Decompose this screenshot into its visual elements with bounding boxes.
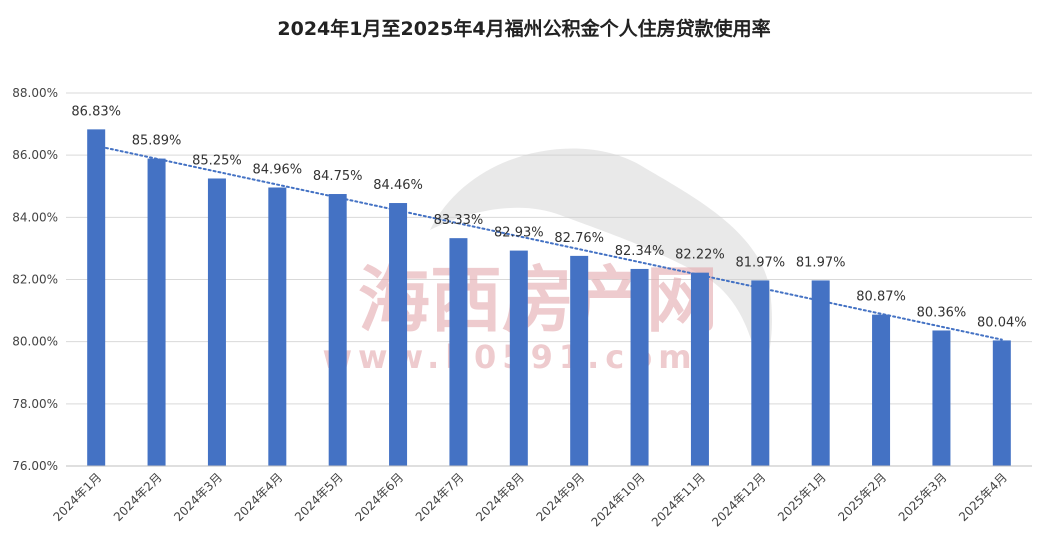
- data-label: 80.87%: [856, 290, 906, 305]
- data-label: 81.97%: [796, 255, 846, 270]
- data-label: 82.34%: [615, 244, 665, 259]
- bar: [328, 194, 347, 467]
- y-tick-label: 76.00%: [12, 459, 58, 473]
- bar: [751, 280, 770, 466]
- data-label: 84.75%: [313, 169, 363, 184]
- watermark-url: www.h0591.com: [322, 338, 697, 376]
- data-label: 85.25%: [192, 153, 242, 168]
- x-tick-label: 2024年11月: [649, 470, 708, 529]
- x-tick-label: 2024年9月: [533, 470, 587, 524]
- x-tick-label: 2024年6月: [352, 470, 406, 524]
- data-label: 85.89%: [132, 134, 182, 149]
- chart-title: 2024年1月至2025年4月福州公积金个人住房贷款使用率: [277, 18, 771, 40]
- x-tick-label: 2024年8月: [473, 470, 527, 524]
- watermark: 海西房产网 www.h0591.com: [322, 148, 772, 380]
- bar: [87, 129, 106, 466]
- bar: [509, 250, 528, 466]
- x-tick-label: 2025年2月: [835, 470, 889, 524]
- y-tick-label: 86.00%: [12, 148, 58, 162]
- bars: [87, 129, 1011, 467]
- x-tick-label: 2024年1月: [50, 470, 104, 524]
- data-labels: 86.83% 85.89% 85.25% 84.96% 84.75% 84.46% 83.3…: [71, 104, 1026, 330]
- bar: [872, 314, 891, 466]
- trendline: [95, 144, 1003, 341]
- x-tick-label: 2024年2月: [111, 470, 165, 524]
- x-tick-label: 2024年3月: [171, 470, 225, 524]
- watermark-logo-swoosh: [430, 148, 772, 380]
- data-label: 82.93%: [494, 226, 544, 241]
- x-tick-label: 2024年4月: [232, 470, 286, 524]
- data-label: 80.04%: [977, 315, 1027, 330]
- x-tick-label: 2025年1月: [775, 470, 829, 524]
- bar: [690, 272, 709, 466]
- bar: [630, 268, 649, 466]
- y-axis: 76.00% 78.00% 80.00% 82.00% 84.00% 86.00% 88.0…: [12, 86, 1032, 473]
- data-label: 84.46%: [373, 178, 423, 193]
- bar: [811, 280, 830, 466]
- x-tick-label: 2024年12月: [709, 470, 768, 529]
- bar: [570, 255, 589, 466]
- x-axis: 2024年1月 2024年2月 2024年3月 2024年4月 2024年5月 2024年…: [50, 470, 1009, 529]
- bar: [449, 238, 468, 466]
- bar: [268, 187, 287, 466]
- data-label: 82.76%: [554, 231, 604, 246]
- x-tick-label: 2024年10月: [588, 470, 647, 529]
- y-tick-label: 84.00%: [12, 210, 58, 224]
- y-tick-label: 78.00%: [12, 397, 58, 411]
- bar: [389, 203, 408, 466]
- data-label: 80.36%: [917, 305, 967, 320]
- bar: [992, 340, 1011, 466]
- watermark-name: 海西房产网: [358, 258, 718, 342]
- x-tick-label: 2025年3月: [896, 470, 950, 524]
- y-tick-label: 80.00%: [12, 335, 58, 349]
- data-label: 84.96%: [253, 162, 303, 177]
- bar: [932, 330, 951, 466]
- y-tick-label: 82.00%: [12, 273, 58, 287]
- bar: [207, 178, 226, 466]
- y-tick-label: 88.00%: [12, 86, 58, 100]
- data-label: 86.83%: [71, 104, 121, 119]
- data-label: 83.33%: [434, 213, 484, 228]
- data-label: 82.22%: [675, 248, 725, 263]
- trendline-group: [95, 144, 1003, 341]
- x-tick-label: 2024年7月: [413, 470, 467, 524]
- data-label: 81.97%: [736, 255, 786, 270]
- x-tick-label: 2025年4月: [956, 470, 1010, 524]
- bar: [147, 158, 166, 467]
- x-tick-label: 2024年5月: [292, 470, 346, 524]
